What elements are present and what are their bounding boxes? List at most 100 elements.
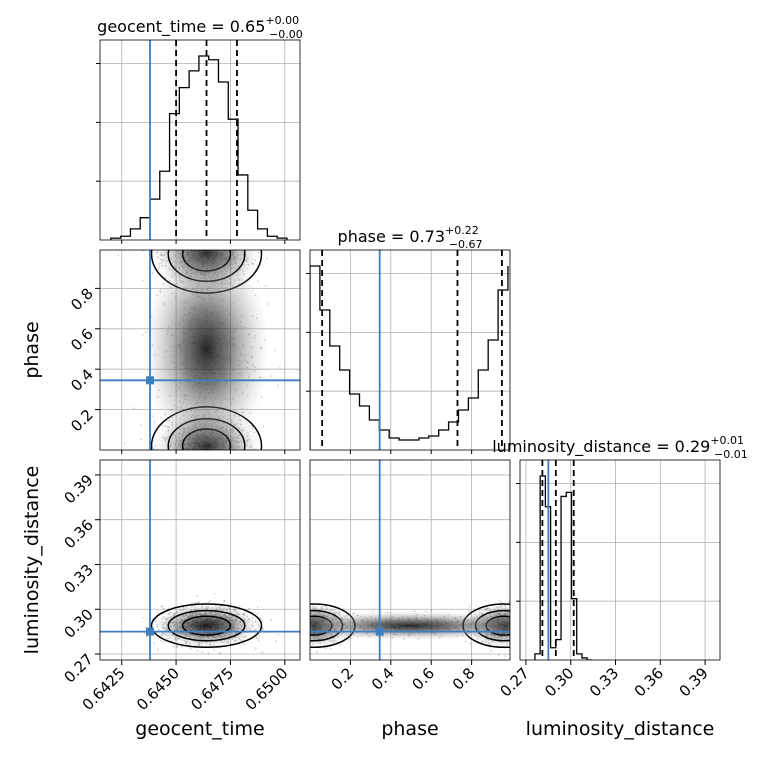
sample-point [516,619,518,621]
sample-point [177,469,179,471]
sample-point [188,456,190,458]
sample-point [513,630,515,632]
sample-point [152,415,155,418]
sample-point [222,457,224,459]
sample-point [291,626,293,628]
sample-point [207,457,209,459]
sample-point [295,621,297,623]
sample-point [204,464,206,466]
sample-point [303,622,305,624]
sample-point [280,635,282,637]
sample-point [194,451,196,453]
sample-point [203,454,205,456]
sample-point [117,254,120,257]
sample-point [286,619,288,621]
sample-point [285,635,287,637]
sample-point [200,481,202,483]
sample-point [219,241,221,243]
histogram-phase [310,250,510,450]
sample-point [533,620,535,622]
sample-point [512,610,514,612]
sample-point [222,245,224,247]
sample-point [202,229,204,231]
sample-point [304,638,306,640]
sample-point [222,458,224,460]
sample-point [212,238,214,240]
sample-point [226,244,228,246]
sample-point [198,461,200,463]
sample-point [300,628,302,630]
sample-point [286,628,288,630]
sample-point [305,621,307,623]
sample-point [223,600,226,602]
sample-point [212,463,214,465]
sample-point [207,451,209,453]
sample-point [209,243,211,245]
sample-point [270,375,273,377]
sample-point [207,245,209,247]
sample-point [308,619,310,621]
sample-point [194,237,196,239]
sample-point [294,633,296,635]
sample-point [535,641,537,643]
sample-point [196,236,198,238]
sample-point [196,244,198,246]
sample-point [210,456,212,458]
sample-point [512,638,514,640]
sample-point [224,473,226,475]
sample-point [531,616,533,618]
sample-point [274,240,276,242]
sample-point [213,452,215,454]
sample-point [497,654,500,657]
sample-point [171,450,173,452]
sample-point [215,245,217,247]
sample-point [198,461,200,463]
sample-point [303,620,305,622]
sample-point [515,629,517,631]
sample-point [293,627,295,629]
sample-point [180,218,182,220]
sample-point [518,628,520,630]
density-core [143,250,270,450]
sample-point [208,230,210,232]
sample-point [188,244,190,246]
sample-point [511,617,513,619]
sample-point [208,454,210,456]
sample-point [512,629,514,631]
sample-point [174,247,176,249]
sample-point [308,616,310,618]
sample-point [292,635,294,637]
sample-point [303,632,305,634]
sample-point [193,454,195,456]
sample-point [237,456,239,458]
sample-point [194,231,196,233]
sample-point [153,421,156,423]
sample-point [220,243,222,245]
sample-point [202,230,204,232]
sample-point [165,260,168,262]
sample-point [306,622,308,624]
sample-point [219,454,221,456]
sample-point [289,640,291,642]
sample-point [303,630,305,632]
sample-point [244,451,246,453]
sample-point [246,235,248,237]
sample-point [514,636,516,638]
sample-point [292,627,294,629]
sample-point [201,454,203,456]
sample-point [194,231,196,233]
sample-point [523,616,525,618]
sample-point [210,452,212,454]
sample-point [307,614,309,616]
sample-point [227,244,229,246]
sample-point [200,237,202,239]
sample-point [262,425,265,428]
sample-point [190,235,192,237]
sample-point [231,232,233,234]
sample-point [223,242,225,244]
sample-point [166,454,168,456]
sample-point [208,483,210,485]
sample-point [511,617,513,619]
sample-point [301,626,303,628]
sample-point [223,216,225,218]
